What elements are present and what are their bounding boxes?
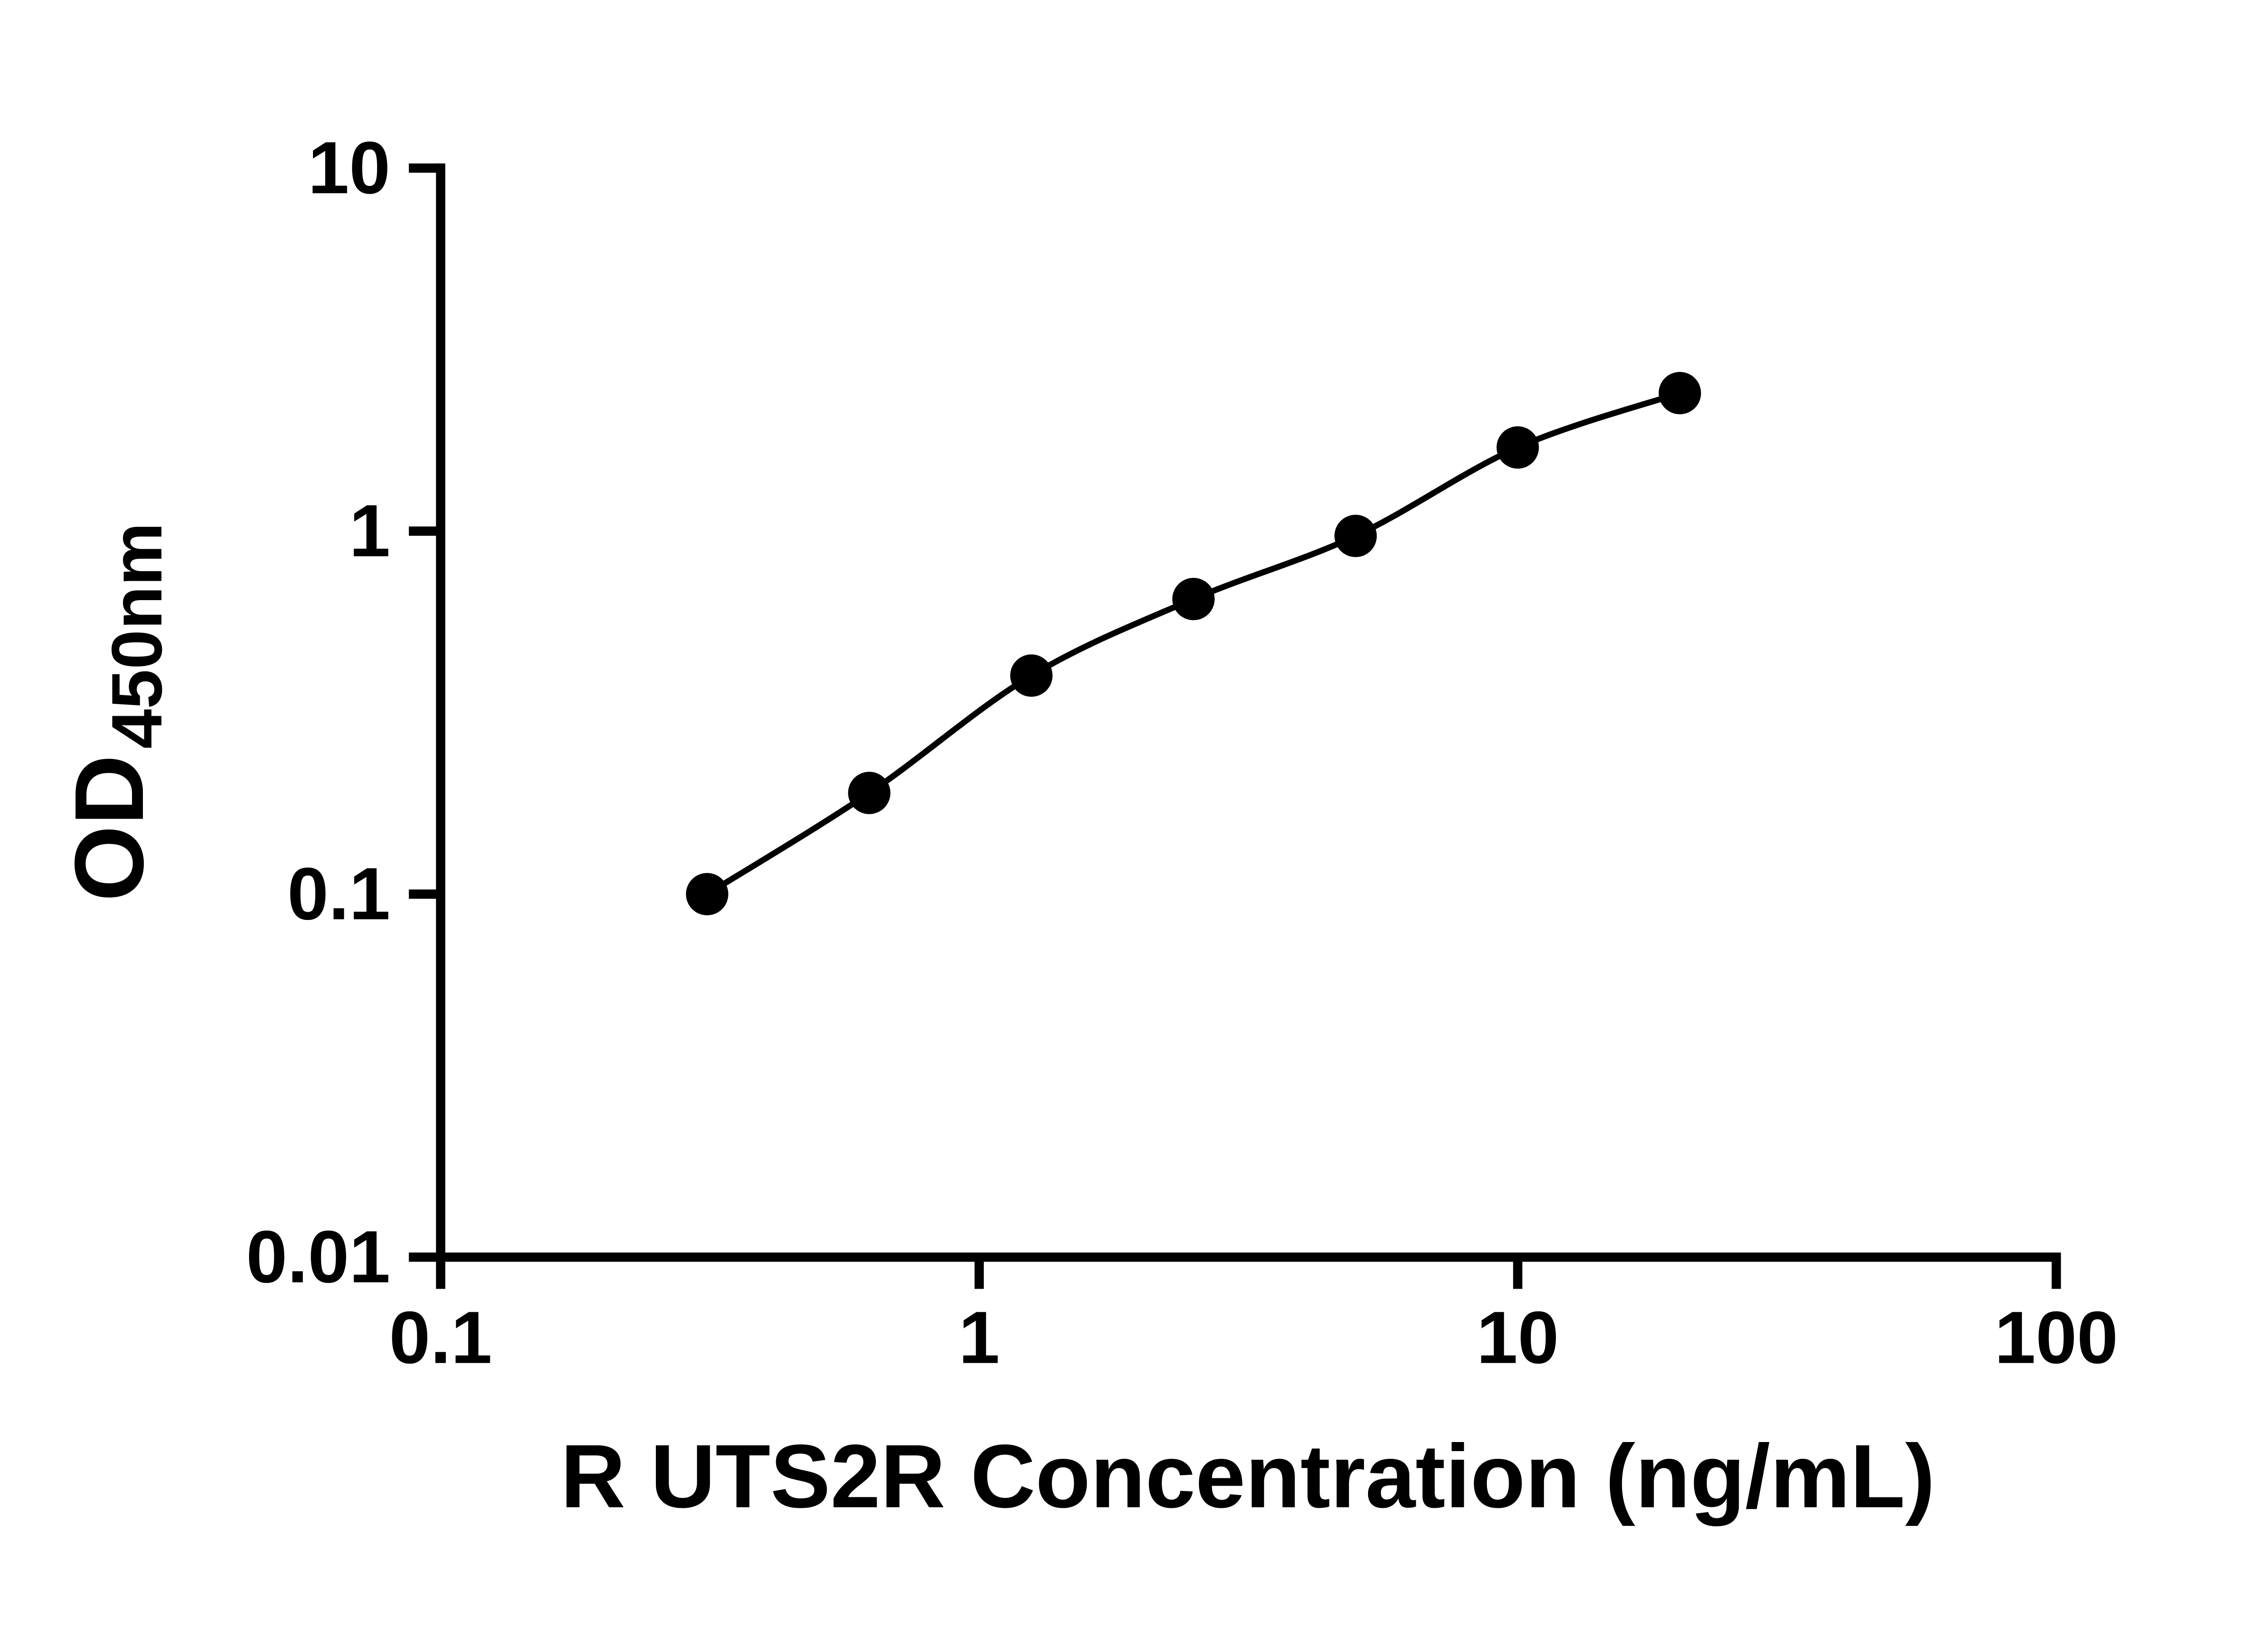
x-tick-label: 1 — [958, 1296, 1000, 1379]
data-series-layer — [686, 372, 1701, 915]
y-tick-label: 0.01 — [246, 1215, 391, 1298]
data-point-marker — [848, 772, 891, 814]
y-axis-title-main: OD — [54, 755, 164, 902]
data-point-marker — [1334, 514, 1377, 557]
data-point-marker — [686, 873, 728, 915]
axes-layer — [436, 163, 2061, 1262]
axis-frame — [436, 163, 2061, 1262]
x-tick-label: 0.1 — [389, 1296, 492, 1379]
y-tick-label: 10 — [308, 126, 391, 209]
data-point-marker — [1496, 426, 1539, 469]
y-tick-label: 0.1 — [287, 852, 390, 935]
y-axis-title: OD 450nm — [54, 523, 177, 902]
y-tick-label: 1 — [349, 489, 391, 572]
fit-curve — [705, 390, 1681, 897]
x-tick-label: 10 — [1476, 1296, 1559, 1379]
x-tick-label: 100 — [1994, 1296, 2118, 1379]
data-point-marker — [1172, 577, 1215, 621]
data-point-marker — [1658, 372, 1701, 415]
data-point-marker — [1010, 654, 1053, 697]
x-axis-title: R UTS2R Concentration (ng/mL) — [561, 1426, 1935, 1527]
y-axis-title-subscript: 450nm — [97, 523, 177, 749]
